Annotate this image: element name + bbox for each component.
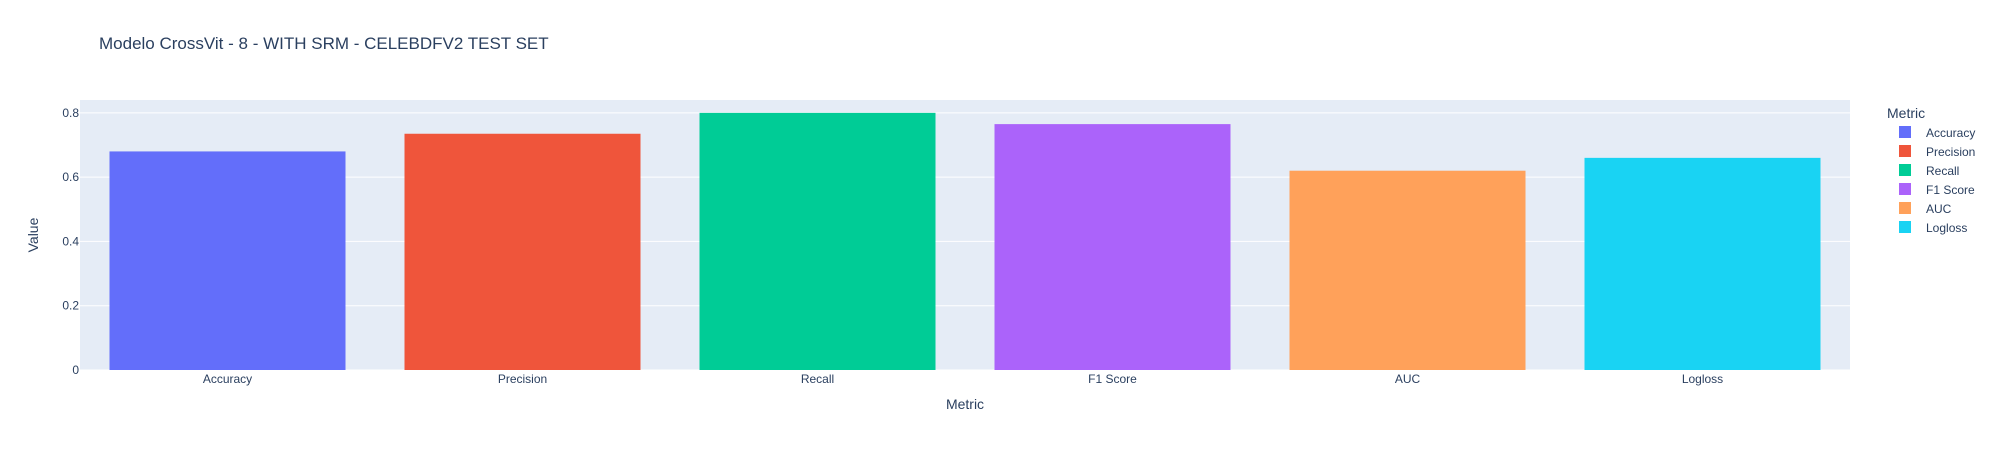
legend-item[interactable]: Accuracy [1899, 126, 1975, 140]
legend-swatch [1899, 145, 1911, 157]
y-tick-label: 0.8 [62, 106, 79, 120]
bar-recall[interactable] [699, 112, 936, 370]
bar-f1-score[interactable] [994, 124, 1231, 370]
x-tick-label: Precision [498, 372, 547, 386]
bar-accuracy[interactable] [109, 151, 346, 370]
y-tick-label: 0.6 [62, 170, 79, 184]
bar-logloss[interactable] [1584, 157, 1821, 370]
legend-label: Logloss [1926, 221, 1967, 235]
x-tick-label: F1 Score [1088, 372, 1137, 386]
legend-swatch [1899, 202, 1911, 214]
y-tick-label: 0.2 [62, 299, 79, 313]
bars [109, 112, 1821, 370]
legend-item[interactable]: AUC [1899, 202, 1952, 216]
legend-label: AUC [1926, 202, 1952, 216]
legend-title: Metric [1887, 105, 1925, 121]
y-tick-label: 0 [72, 363, 79, 377]
y-axis-title: Value [25, 217, 41, 252]
legend-item[interactable]: Precision [1899, 145, 1975, 159]
legend-item[interactable]: Recall [1899, 164, 1959, 178]
legend: Metric Accuracy Precision Recall F1 Score AU… [1887, 105, 1975, 235]
legend-items: Accuracy Precision Recall F1 Score AUC Loglos… [1899, 126, 1975, 235]
x-tick-label: Logloss [1682, 372, 1723, 386]
legend-label: Accuracy [1926, 126, 1975, 140]
gridlines [80, 112, 1850, 371]
legend-label: Precision [1926, 145, 1975, 159]
chart-title: Modelo CrossVit - 8 - WITH SRM - CELEBDF… [99, 34, 549, 53]
legend-item[interactable]: Logloss [1899, 221, 1967, 235]
bar-auc[interactable] [1289, 170, 1526, 370]
x-tick-label: AUC [1395, 372, 1421, 386]
legend-label: F1 Score [1926, 183, 1975, 197]
y-tick-label: 0.4 [62, 234, 79, 248]
legend-swatch [1899, 126, 1911, 138]
y-axis-ticks: 0 0.2 0.4 0.6 0.8 [62, 106, 79, 377]
plot-area [80, 100, 1850, 370]
x-axis-ticks: Accuracy Precision Recall F1 Score AUC Loglos… [203, 372, 1723, 386]
x-axis-title: Metric [946, 396, 984, 412]
bar-precision[interactable] [404, 133, 641, 370]
legend-swatch [1899, 164, 1911, 176]
legend-label: Recall [1926, 164, 1959, 178]
legend-item[interactable]: F1 Score [1899, 183, 1975, 197]
legend-swatch [1899, 221, 1911, 233]
x-tick-label: Recall [801, 372, 834, 386]
legend-swatch [1899, 183, 1911, 195]
x-tick-label: Accuracy [203, 372, 252, 386]
